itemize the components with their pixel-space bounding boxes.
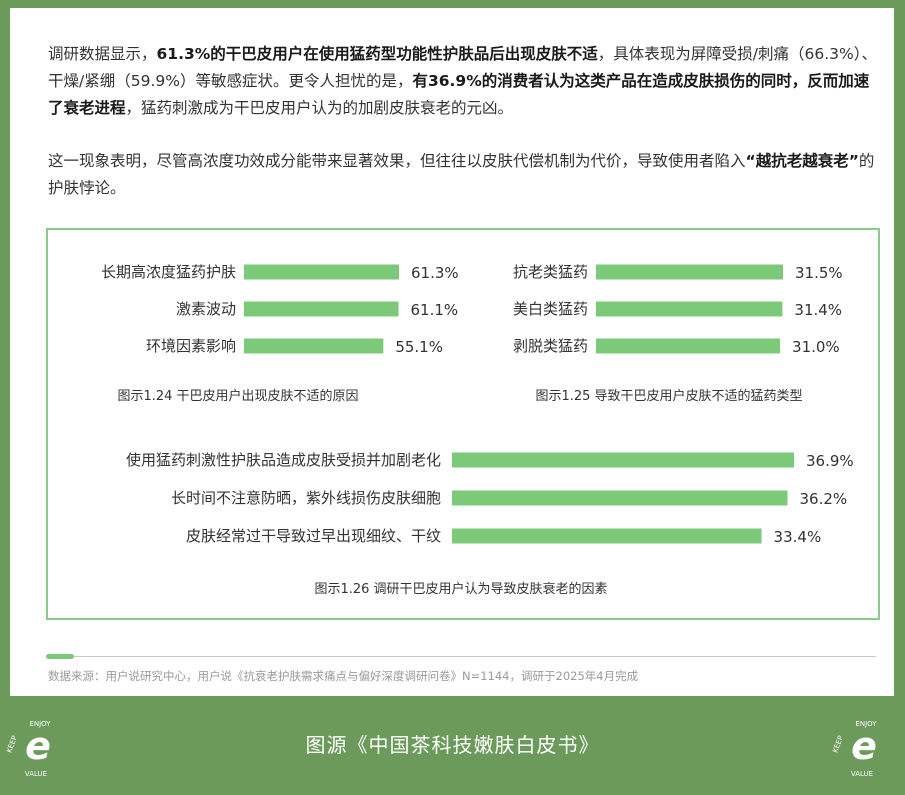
image-source-caption: 图源《中国茶科技嫩肤白皮书》	[305, 733, 600, 757]
chart-value-label: 31.5%	[795, 264, 843, 282]
chart-category-label: 剥脱类猛药	[513, 337, 588, 355]
chart-bar	[244, 301, 399, 317]
svg-text:e: e	[25, 724, 51, 768]
emphasis-text: 有36.9%的消费者认为这类产品在造成皮肤损伤的同时，反而加速了衰老进程	[48, 72, 870, 117]
intro-paragraph-1: 调研数据显示，61.3%的干巴皮用户在使用猛药型功能性护肤品后出现皮肤不适，具体…	[48, 41, 878, 122]
chart-bar	[452, 528, 762, 544]
chart-bar	[452, 452, 794, 468]
chart-title: 图示1.26 调研干巴皮用户认为导致皮肤衰老的因素	[314, 581, 607, 597]
chart-category-label: 长时间不注意防晒，紫外线损伤皮肤细胞	[171, 489, 441, 507]
chart-value-label: 36.9%	[806, 452, 854, 470]
emphasis-text: “越抗老越衰老”	[745, 152, 859, 170]
svg-text:KEEP: KEEP	[6, 735, 19, 754]
chart-category-label: 环境因素影响	[146, 337, 236, 355]
emphasis-text: 61.3%的干巴皮用户在使用猛药型功能性护肤品后出现皮肤不适	[156, 45, 598, 63]
svg-text:KEEP: KEEP	[832, 735, 845, 754]
svg-text:e: e	[851, 724, 877, 768]
body-text: ，猛药刺激成为干巴皮用户认为的加剧皮肤衰老的元凶。	[125, 99, 514, 117]
divider-accent	[46, 654, 74, 659]
svg-text:ENJOY: ENJOY	[855, 720, 877, 728]
chart-value-label: 31.4%	[794, 301, 842, 319]
chart-value-label: 36.2%	[800, 490, 848, 508]
source-divider	[48, 656, 876, 657]
chart-value-label: 61.1%	[410, 301, 458, 319]
svg-text:VALUE: VALUE	[851, 770, 873, 778]
chart-bar	[244, 264, 399, 280]
chart-panel: 长期高浓度猛药护肤 61.3% 激素波动 61.1% 环境因素影响 55.1% 图示1.24…	[46, 228, 880, 620]
body-text: ，具体表现为屏障受损/刺痛（66.3%）、干燥/紧绷（59.9%）等敏感症状。更…	[48, 45, 878, 90]
chart-bar	[596, 264, 783, 280]
chart-title: 图示1.25 导致干巴皮用户皮肤不适的猛药类型	[535, 388, 802, 404]
intro-paragraph-2: 这一现象表明，尽管高浓度功效成分能带来显著效果，但往往以皮肤代偿机制为代价，导致…	[48, 148, 878, 202]
chart-bar	[596, 338, 781, 354]
chart-category-label: 长期高浓度猛药护肤	[101, 263, 236, 281]
data-source-note: 数据来源：用户说研究中心，用户说《抗衰老护肤需求痛点与偏好深度调研问卷》N=11…	[48, 669, 639, 683]
body-text: 的护肤悖论。	[48, 152, 875, 197]
chart-bar	[452, 490, 788, 506]
charts-svg: 长期高浓度猛药护肤 61.3% 激素波动 61.1% 环境因素影响 55.1% 图示1.24…	[101, 263, 854, 597]
chart-bar	[244, 338, 384, 354]
keep-enjoy-value-logo-right: e ENJOY KEEP VALUE	[832, 720, 877, 778]
chart-category-label: 美白类猛药	[513, 300, 588, 318]
chart-category-label: 皮肤经常过干导致过早出现细纹、干纹	[186, 527, 441, 545]
keep-enjoy-value-logo-left: e ENJOY KEEP VALUE	[6, 720, 51, 778]
chart-bar	[596, 301, 783, 317]
svg-text:VALUE: VALUE	[25, 770, 47, 778]
chart-value-label: 61.3%	[411, 264, 459, 282]
svg-text:ENJOY: ENJOY	[29, 720, 51, 728]
chart-title: 图示1.24 干巴皮用户出现皮肤不适的原因	[117, 388, 358, 404]
chart-value-label: 31.0%	[792, 338, 840, 356]
body-text: 调研数据显示，	[48, 45, 157, 63]
chart-category-label: 使用猛药刺激性护肤品造成皮肤受损并加剧老化	[126, 451, 441, 469]
article-card: 调研数据显示，61.3%的干巴皮用户在使用猛药型功能性护肤品后出现皮肤不适，具体…	[10, 8, 894, 696]
chart-category-label: 激素波动	[176, 300, 236, 318]
chart-value-label: 55.1%	[395, 338, 443, 356]
chart-value-label: 33.4%	[774, 528, 822, 546]
chart-category-label: 抗老类猛药	[513, 263, 588, 281]
body-text: 这一现象表明，尽管高浓度功效成分能带来显著效果，但往往以皮肤代偿机制为代价，导致…	[48, 152, 746, 170]
